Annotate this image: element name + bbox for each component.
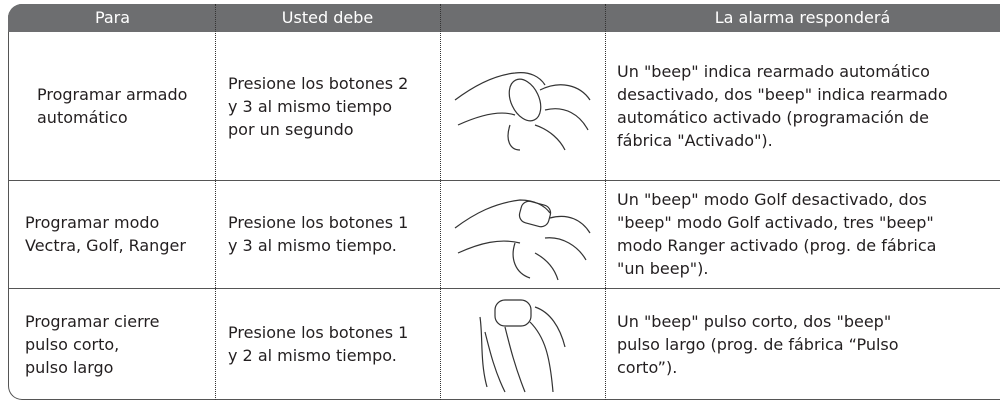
row-separator: [8, 288, 1000, 289]
cell: Programar modo Vectra, Golf, Ranger: [25, 180, 186, 288]
hand-illustration: [479, 299, 566, 393]
text-line: corto”).: [617, 357, 678, 377]
text-line: modo Ranger activado (prog. de fábrica: [617, 236, 937, 255]
cell: Presione los botones 1 y 3 al mismo tiemp…: [228, 180, 408, 288]
text-line: y 3 al mismo tiempo.: [228, 236, 397, 255]
text-line: desactivado, dos "beep" indica rearmado: [617, 85, 948, 104]
text-line: Vectra, Golf, Ranger: [25, 236, 186, 255]
cell: Presione los botones 2 y 3 al mismo tiemp…: [228, 32, 408, 180]
header-cell: La alarma responderá: [714, 8, 891, 27]
cell: Programar armado automático: [37, 32, 187, 180]
row-separator: [8, 180, 1000, 181]
text-line: por un segundo: [228, 119, 354, 139]
text-line: Un "beep" modo Golf desactivado, dos: [617, 190, 927, 209]
text-line: y 2 al mismo tiempo.: [228, 346, 397, 365]
text-line: Un "beep" pulso corto, dos "beep": [617, 311, 892, 331]
header-cell: Usted debe: [281, 8, 374, 27]
hand-illustration: [454, 199, 591, 281]
header-bar: [8, 4, 1000, 32]
text-line: Programar modo: [25, 213, 160, 232]
cell: Un "beep" pulso corto, dos "beep" pulso l…: [617, 288, 899, 400]
text-line: automático activado (programación de: [617, 108, 930, 127]
text-line: Un "beep" indica rearmado automático: [617, 62, 930, 81]
text-line: "beep" modo Golf activado, tres "beep": [617, 213, 934, 232]
cell: Presione los botones 1 y 2 al mismo tiemp…: [228, 288, 408, 400]
column-separator: [215, 4, 216, 400]
cell: Un "beep" indica rearmado automático desa…: [617, 32, 948, 180]
cell: Programar cierre pulso corto, pulso largo: [25, 288, 159, 400]
header-cell: Para: [94, 8, 131, 27]
text-line: pulso largo: [25, 357, 114, 377]
text-line: "un beep").: [617, 259, 709, 278]
column-separator: [440, 4, 441, 400]
text-line: Presione los botones 2: [228, 73, 409, 93]
text-line: Programar armado: [37, 85, 188, 104]
text-line: fábrica "Activado").: [617, 131, 773, 150]
text-line: pulso corto,: [25, 334, 120, 354]
text-line: pulso largo (prog. de fábrica “Pulso: [617, 334, 899, 354]
text-line: y 3 al mismo tiempo: [228, 96, 393, 116]
text-line: Presione los botones 1: [228, 213, 409, 232]
cell: Un "beep" modo Golf desactivado, dos "bee…: [617, 180, 936, 288]
text-line: Programar cierre: [25, 311, 160, 331]
column-separator: [605, 4, 606, 400]
text-line: Presione los botones 1: [228, 323, 409, 342]
hand-illustration: [454, 72, 591, 151]
text-line: automático: [37, 108, 128, 127]
